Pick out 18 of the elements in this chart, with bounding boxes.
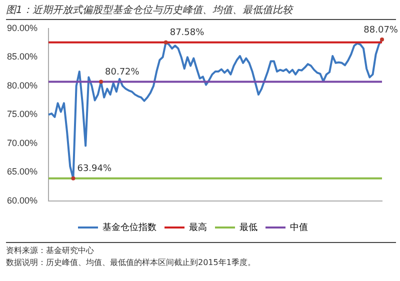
y-tick-label: 85.00% xyxy=(6,52,38,62)
annotation: 63.94% xyxy=(77,164,112,174)
legend-label: 最低 xyxy=(240,222,258,232)
y-tick-label: 75.00% xyxy=(6,109,38,120)
chart-title: 图1：近期开放式偏股型基金仓位与历史峰值、均值、最低值比较 xyxy=(6,3,396,20)
text: 资料来源：基金研究中心 xyxy=(6,245,95,257)
legend-label: 最高 xyxy=(189,222,207,232)
annotation: 87.58% xyxy=(170,28,205,38)
annotation: 80.72% xyxy=(105,68,140,78)
y-tick-label: 65.00% xyxy=(6,166,38,177)
y-tick-label: 60.00% xyxy=(6,195,38,206)
text: 数据说明：历史峰值、均值、最低值的样本区间截止到2015年1季度。 xyxy=(6,257,256,269)
legend-label: 中值 xyxy=(290,222,308,232)
annotation: 88.07% xyxy=(364,25,398,36)
legend-label: 基金仓位指数 xyxy=(102,222,156,232)
y-tick-label: 70.00% xyxy=(6,138,38,148)
y-tick-label: 90.00% xyxy=(6,22,38,33)
y-tick-label: 80.00% xyxy=(6,80,38,90)
